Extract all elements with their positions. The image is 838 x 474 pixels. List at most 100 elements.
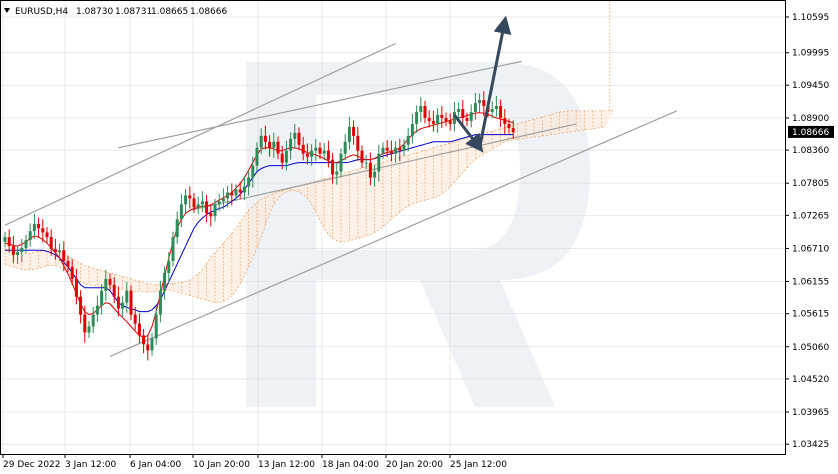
- candle-bull: [154, 314, 158, 339]
- candle-bear: [444, 117, 448, 121]
- candle-bear: [448, 120, 452, 124]
- tenkan-sen-line: [4, 112, 514, 338]
- candle-bear: [318, 147, 322, 154]
- candle-bear: [503, 117, 507, 124]
- candle-bear: [326, 150, 330, 160]
- candle-bull: [20, 247, 24, 253]
- candle-bull: [184, 195, 188, 205]
- forecast-arrow: [478, 15, 512, 149]
- candle-bull: [347, 126, 351, 142]
- candle-bull: [473, 103, 477, 113]
- candle-bull: [226, 192, 230, 199]
- candle-bull: [217, 201, 221, 205]
- candle-bull: [167, 260, 171, 273]
- plot-frame: [0, 0, 786, 455]
- close-value: 1.08666: [190, 7, 227, 17]
- price-axis: 1.10595 1.09995 1.09450 1.08900 1.08360 1.078…: [785, 13, 829, 450]
- watermark-logo: [246, 62, 590, 407]
- candle-bear: [465, 117, 469, 121]
- candle-bear: [129, 290, 133, 315]
- watermark-leg: [420, 280, 555, 407]
- channel-line: [118, 60, 522, 149]
- time-axis: 29 Dec 2022 3 Jan 12:00 6 Jan 04:00 10 Jan …: [2, 454, 507, 470]
- candle-bull: [213, 204, 217, 217]
- candle-bear: [263, 135, 267, 142]
- candle-bull: [200, 201, 204, 205]
- candle-bear: [74, 278, 78, 297]
- low-value: 1.08665: [151, 7, 188, 17]
- x-tick-label: 3 Jan 12:00: [65, 460, 117, 470]
- candle-bull: [364, 162, 368, 164]
- candle-bull: [125, 290, 129, 303]
- forecast-arrows: [453, 15, 512, 153]
- candle-bear: [238, 189, 242, 193]
- y-tick-label: 1.06710: [792, 244, 829, 254]
- candle-bull: [419, 106, 423, 113]
- high-value: 1.08731: [115, 7, 152, 17]
- candle-bull: [469, 112, 473, 121]
- candle-bull: [171, 237, 175, 261]
- channel-line: [109, 110, 678, 357]
- candle-bear: [360, 150, 364, 163]
- candle-bear: [108, 278, 112, 285]
- candle-bull: [32, 224, 36, 232]
- candle-bear: [461, 109, 465, 118]
- candle-bear: [83, 314, 87, 333]
- candle-bull: [163, 272, 167, 291]
- candle-bear: [37, 224, 41, 229]
- candle-bear: [209, 213, 213, 217]
- candle-bull: [452, 112, 456, 124]
- candle-bear: [499, 106, 503, 118]
- y-tick-label: 1.07805: [792, 179, 829, 189]
- candle-bear: [280, 153, 284, 163]
- x-tick-label: 10 Jan 20:00: [193, 460, 250, 470]
- candle-bull: [234, 189, 238, 196]
- channel-line: [4, 42, 396, 226]
- candle-bull: [394, 147, 398, 154]
- candle-bear: [305, 153, 309, 157]
- x-tick-label: 29 Dec 2022: [3, 460, 61, 470]
- candle-bear: [511, 128, 515, 133]
- candle-bear: [385, 147, 389, 151]
- candle-bull: [335, 171, 339, 175]
- candle-bear: [205, 201, 209, 214]
- candle-bull: [310, 150, 314, 157]
- candle-bull: [490, 109, 494, 113]
- candle-bull: [221, 198, 225, 202]
- watermark-bowl: [316, 62, 590, 280]
- candle-bear: [188, 195, 192, 199]
- kijun-sen-line: [5, 134, 514, 313]
- candle-bull: [242, 186, 246, 193]
- candle-bear: [79, 296, 83, 315]
- candle-bear: [41, 228, 45, 233]
- senkou-span-a: [4, 110, 614, 286]
- collapse-triangle-icon[interactable]: [4, 8, 10, 13]
- chart-header: EURUSD,H4 1.08730 1.08731 1.08665 1.0866…: [4, 7, 227, 17]
- x-tick-label: 13 Jan 12:00: [258, 460, 315, 470]
- y-tick-label: 1.05615: [792, 310, 829, 320]
- channel-line: [189, 123, 577, 211]
- candle-bear: [507, 123, 511, 129]
- candle-bull: [251, 165, 255, 178]
- candle-bear: [297, 132, 301, 145]
- candle-bear: [368, 162, 372, 178]
- y-tick-label: 1.04520: [792, 375, 829, 385]
- candle-bear: [66, 260, 70, 267]
- candle-bear: [431, 120, 435, 124]
- candle-bear: [192, 198, 196, 208]
- candle-bear: [389, 150, 393, 154]
- candle-bear: [230, 192, 234, 196]
- channel-lines: [4, 42, 678, 357]
- y-tick-label: 1.09450: [792, 81, 829, 91]
- candle-bear: [137, 323, 141, 336]
- candle-bear: [356, 135, 360, 151]
- candle-bull: [415, 112, 419, 124]
- x-tick-label: 18 Jan 04:00: [322, 460, 379, 470]
- candle-bull: [339, 153, 343, 172]
- candle-bull: [24, 240, 28, 248]
- candle-bull: [494, 106, 498, 110]
- candle-bull: [91, 314, 95, 327]
- candle-bear: [49, 237, 53, 250]
- y-tick-label: 1.09995: [792, 49, 829, 59]
